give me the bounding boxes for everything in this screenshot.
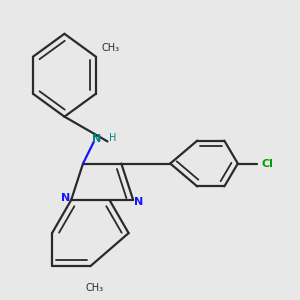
- Text: Cl: Cl: [261, 158, 273, 169]
- Text: CH₃: CH₃: [85, 283, 104, 293]
- Text: N: N: [61, 193, 70, 203]
- Text: H: H: [109, 133, 116, 143]
- Text: N: N: [134, 197, 143, 207]
- Text: N: N: [92, 134, 101, 144]
- Text: CH₃: CH₃: [102, 43, 120, 53]
